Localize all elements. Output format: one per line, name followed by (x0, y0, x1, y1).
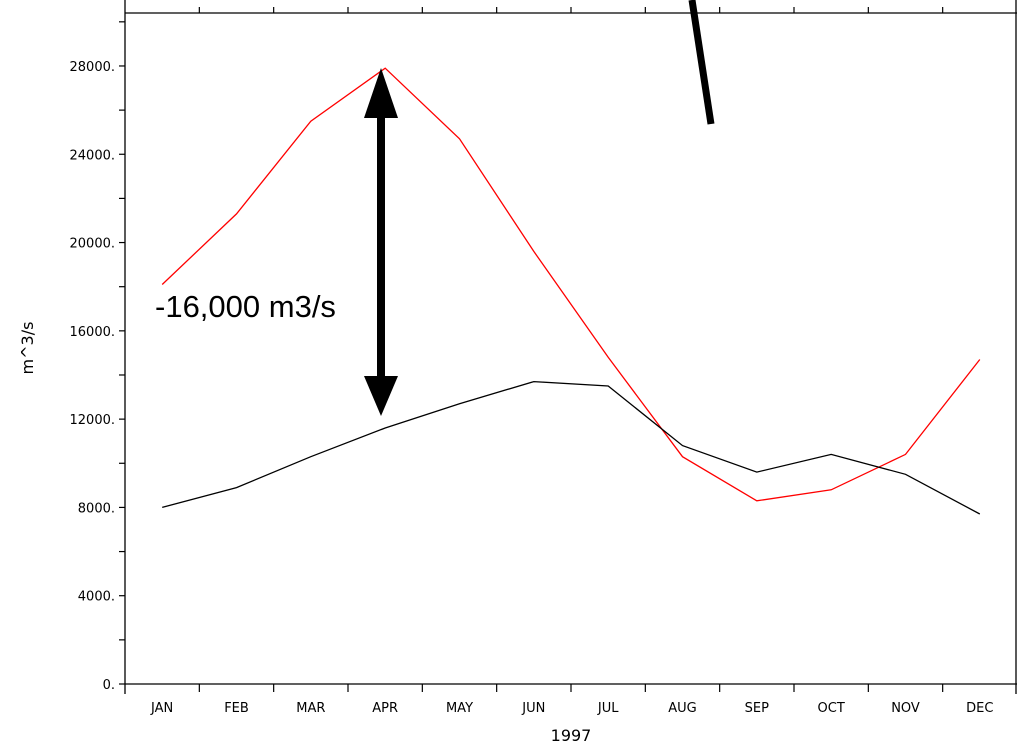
y-tick-label: 0. (103, 678, 115, 693)
x-tick-label: OCT (818, 701, 845, 716)
x-tick-label: JUL (597, 701, 619, 716)
y-tick-label: 4000. (78, 590, 115, 605)
x-tick-label: JUN (521, 701, 545, 716)
annotation-arrow (364, 68, 398, 416)
y-tick-label: 20000. (70, 237, 116, 252)
series-line-1 (161, 67, 981, 502)
y-tick-label: 28000. (70, 60, 116, 75)
x-tick-label: JAN (150, 701, 173, 716)
x-tick-label: FEB (224, 701, 249, 716)
x-axis-title: 1997 (551, 726, 592, 745)
pointer-line (688, 0, 715, 125)
x-tick-label: AUG (668, 701, 696, 716)
x-tick-label: SEP (745, 701, 769, 716)
y-tick-label: 16000. (70, 325, 116, 340)
x-tick-label: MAY (446, 701, 473, 716)
y-tick-label: 12000. (70, 413, 116, 428)
series-line-2 (162, 380, 981, 515)
x-tick-label: APR (372, 701, 398, 716)
x-tick-label: DEC (966, 701, 993, 716)
y-tick-label: 24000. (70, 148, 116, 163)
x-tick-label: MAR (296, 701, 325, 716)
y-axis-title: m^3/s (18, 322, 37, 375)
annotation-arrowhead-down (364, 376, 398, 416)
x-tick-label: NOV (891, 701, 920, 716)
annotation-arrowhead-up (364, 68, 398, 118)
annotation-label: -16,000 m3/s (155, 289, 336, 324)
y-tick-label: 8000. (78, 501, 115, 516)
